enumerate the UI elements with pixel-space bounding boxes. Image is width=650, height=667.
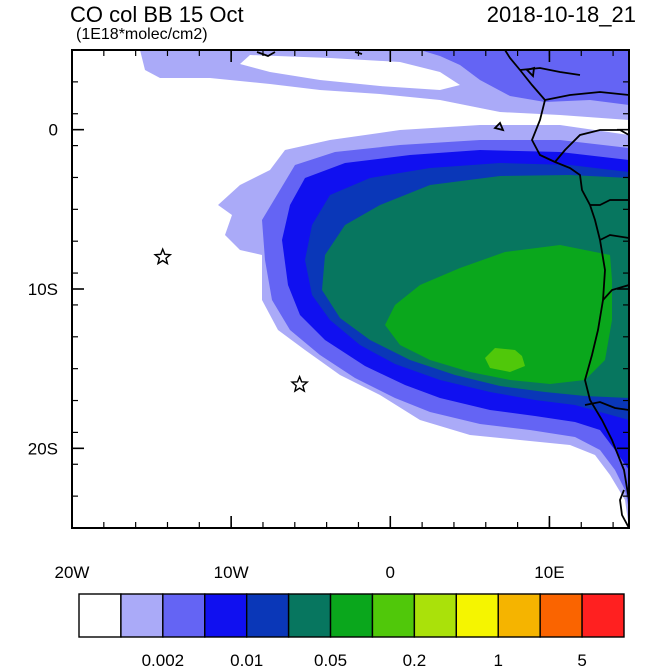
border-3 [602,284,629,301]
border-2 [599,234,629,241]
colorbar-box [455,593,499,638]
y-tick-label: 0 [49,121,58,140]
contour-level-6 [385,245,612,384]
border-4 [584,401,629,411]
contour-white-gap-north [240,55,460,90]
colorbar-label: 0.01 [230,651,263,667]
colorbar-box [204,593,248,638]
border-1 [590,199,629,206]
colorbar-label: 5 [577,651,586,667]
y-tick-label: 10S [28,280,58,299]
x-tick-label: 20W [55,563,90,582]
colorbar-box [287,593,332,638]
island-3 [256,51,276,57]
timestamp-label: 2018-10-18_21 [486,2,636,27]
colorbar-box [497,593,541,638]
co-concentration-field [140,50,629,528]
coastlines [256,50,629,528]
x-tick-label: 10W [214,563,249,582]
colorbar-label: 0.002 [142,651,185,667]
contour-level-7 [485,348,525,372]
island [493,121,505,132]
colorbar-box [78,593,122,638]
markers [153,247,310,393]
map-title: CO col BB 15 Oct [70,2,244,27]
axis-ticks: 20W 10W 0 10E 0 10S 20S [28,49,629,582]
contour-mid-north [420,50,629,105]
star-marker [290,374,310,393]
y-tick-label: 20S [28,439,58,458]
colorbar-box [329,593,374,638]
colorbar-label: 0.2 [403,651,427,667]
border-6 [544,91,629,101]
star-marker [153,247,173,266]
colorbar-box [245,593,290,638]
colorbar-box [413,593,458,638]
colorbar-box [162,593,206,638]
colorbar-box [581,593,625,638]
colorbar-box [120,593,164,638]
colorbar: 0.002 0.01 0.05 0.2 1 5 [78,593,625,667]
colorbar-label: 0.05 [314,651,347,667]
colorbar-box [539,593,583,638]
colorbar-box [371,593,416,638]
x-tick-label: 0 [386,563,395,582]
x-tick-label: 10E [534,563,564,582]
coastline-south-tip [619,489,629,528]
colorbar-label: 1 [493,651,502,667]
units-label: (1E18*molec/cm2) [76,26,208,43]
island-2 [525,66,536,78]
border-5 [554,129,629,163]
